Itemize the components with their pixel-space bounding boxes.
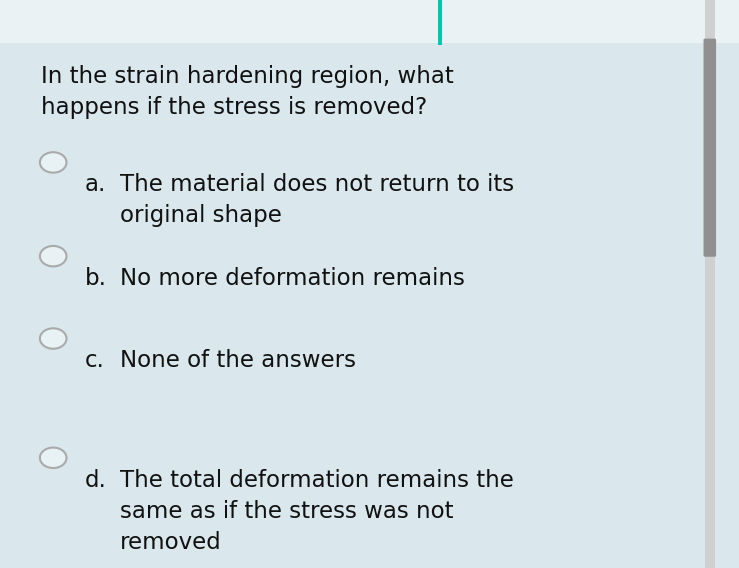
FancyBboxPatch shape [704,39,716,257]
Circle shape [40,448,67,468]
Bar [438,0,442,45]
Text: The total deformation remains the
same as if the stress was not
removed: The total deformation remains the same a… [120,469,514,554]
Text: The material does not return to its
original shape: The material does not return to its orig… [120,173,514,227]
Text: c.: c. [85,349,105,372]
Text: No more deformation remains: No more deformation remains [120,267,465,290]
Circle shape [40,246,67,266]
Text: None of the answers: None of the answers [120,349,355,372]
Bar [705,0,715,568]
Bar [0,0,739,43]
Text: a.: a. [85,173,106,196]
Text: b.: b. [85,267,107,290]
Circle shape [40,152,67,173]
Text: In the strain hardening region, what
happens if the stress is removed?: In the strain hardening region, what hap… [41,65,454,119]
Circle shape [40,328,67,349]
Text: d.: d. [85,469,107,491]
